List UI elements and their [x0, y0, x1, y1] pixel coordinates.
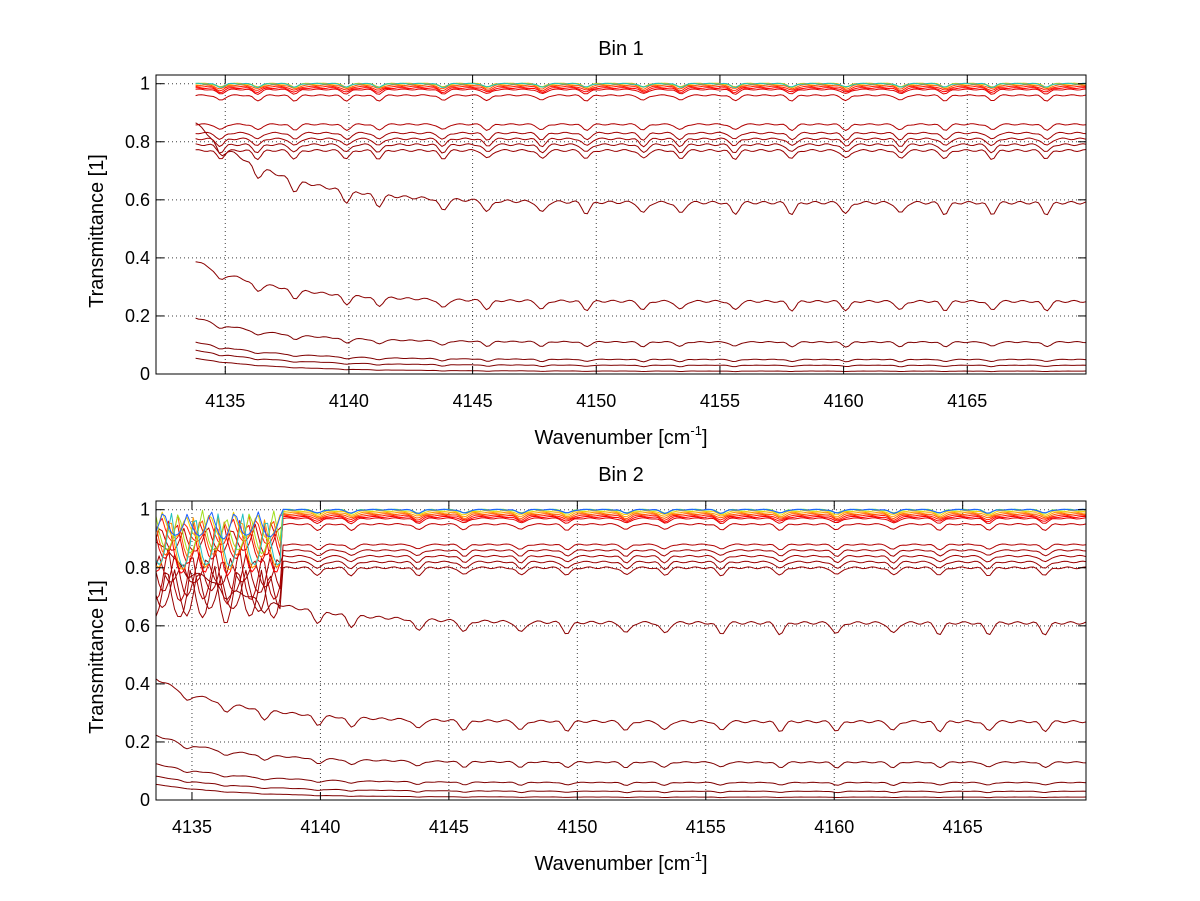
series-line: [195, 317, 1087, 348]
x-axis-label: Wavenumber [cm-1]: [534, 423, 707, 449]
y-tick-label: 0.4: [125, 674, 150, 694]
axis-ticks: 4135 4140 4145 4150 4155 4160 4165 0 0.2 0.4 0.6 0.…: [125, 500, 1086, 837]
grid-lines: [156, 75, 1086, 375]
series-line: [155, 514, 1087, 546]
series-line: [155, 541, 1087, 636]
plot-frame: [155, 500, 1087, 801]
x-tick-label: 4150: [557, 817, 597, 837]
x-axis-label: Wavenumber [cm-1]: [534, 849, 707, 875]
plot-frame: [155, 74, 1087, 375]
chart-title: Bin 2: [598, 464, 644, 486]
series-line: [195, 122, 1087, 216]
series-line: [195, 82, 1087, 88]
x-tick-label: 4150: [576, 391, 616, 411]
y-tick-label: 0: [140, 790, 150, 810]
series-line: [155, 734, 1087, 769]
series-line: [195, 357, 1087, 373]
y-tick-label: 1: [140, 500, 150, 520]
series-line: [155, 513, 1087, 558]
y-axis-label: Transmittance [1]: [86, 154, 108, 308]
x-tick-label: 4145: [453, 391, 493, 411]
x-tick-label: 4165: [943, 817, 983, 837]
x-tick-label: 4155: [700, 391, 740, 411]
series-line: [195, 94, 1087, 102]
series-lines: [195, 82, 1087, 375]
series-line: [155, 554, 1087, 588]
x-tick-label: 4135: [205, 391, 245, 411]
series-line: [195, 123, 1087, 131]
series-line: [155, 511, 1087, 570]
series-line: [155, 763, 1087, 786]
series-line: [155, 775, 1087, 794]
y-axis-label: Transmittance [1]: [86, 580, 108, 734]
y-tick-label: 0.4: [125, 248, 150, 268]
series-line: [155, 783, 1087, 799]
x-tick-label: 4145: [429, 817, 469, 837]
series-line: [155, 566, 1087, 617]
chart-title: Bin 1: [598, 38, 644, 60]
x-tick-label: 4140: [329, 391, 369, 411]
y-tick-label: 0: [140, 364, 150, 384]
series-line: [195, 87, 1087, 93]
y-tick-label: 0.2: [125, 306, 150, 326]
axis-ticks: 4135 4140 4145 4150 4155 4160 4165 0 0.2 0.4 0.6 0.…: [125, 74, 1086, 411]
series-line: [155, 678, 1087, 733]
x-tick-label: 4160: [814, 817, 854, 837]
y-tick-label: 0.2: [125, 732, 150, 752]
y-tick-label: 0.8: [125, 558, 150, 578]
series-lines: [155, 508, 1087, 801]
series-line: [155, 560, 1087, 624]
chart-bin-2: Bin 2 4135 4140 4145 4150 4155 4160 4165 0 0.2 0.…: [86, 464, 1087, 875]
series-line: [195, 261, 1087, 312]
series-line: [155, 515, 1087, 577]
x-tick-label: 4155: [686, 817, 726, 837]
series-line: [195, 143, 1087, 154]
series-line: [195, 137, 1087, 148]
series-line: [155, 517, 1087, 564]
y-tick-label: 1: [140, 74, 150, 94]
series-line: [195, 131, 1087, 141]
series-line: [195, 85, 1087, 92]
series-line: [195, 341, 1087, 363]
series-line: [195, 149, 1087, 161]
y-tick-label: 0.6: [125, 190, 150, 210]
series-line: [155, 508, 1087, 540]
series-line: [195, 88, 1087, 95]
x-tick-label: 4165: [947, 391, 987, 411]
series-line: [155, 549, 1087, 597]
y-tick-label: 0.6: [125, 616, 150, 636]
x-tick-label: 4140: [300, 817, 340, 837]
y-tick-label: 0.8: [125, 132, 150, 152]
series-line: [155, 523, 1087, 556]
x-tick-label: 4160: [824, 391, 864, 411]
x-tick-label: 4135: [172, 817, 212, 837]
chart-bin-1: Bin 1 4135 4140 4145 4150 4155 4160 4165 0 0.2 0.…: [86, 38, 1087, 449]
series-line: [155, 510, 1087, 540]
series-line: [155, 543, 1087, 605]
series-line: [195, 84, 1087, 90]
series-line: [195, 349, 1087, 368]
